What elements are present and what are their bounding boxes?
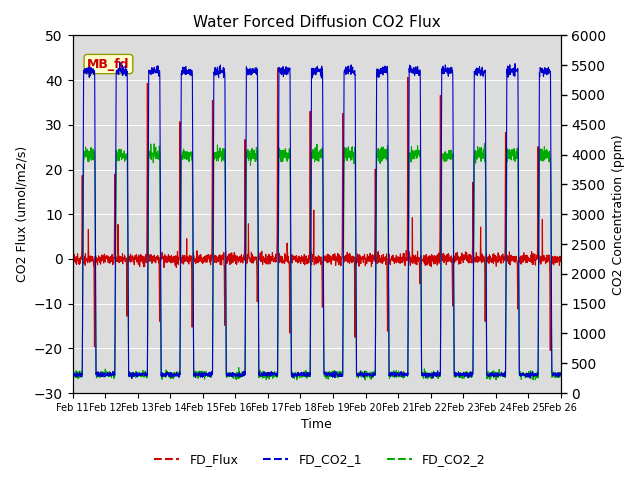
Title: Water Forced Diffusion CO2 Flux: Water Forced Diffusion CO2 Flux — [193, 15, 440, 30]
X-axis label: Time: Time — [301, 419, 332, 432]
Text: MB_fd: MB_fd — [87, 58, 130, 71]
Legend: FD_Flux, FD_CO2_1, FD_CO2_2: FD_Flux, FD_CO2_1, FD_CO2_2 — [149, 448, 491, 471]
Y-axis label: CO2 Flux (umol/m2/s): CO2 Flux (umol/m2/s) — [15, 146, 28, 282]
Y-axis label: CO2 Concentration (ppm): CO2 Concentration (ppm) — [612, 134, 625, 295]
